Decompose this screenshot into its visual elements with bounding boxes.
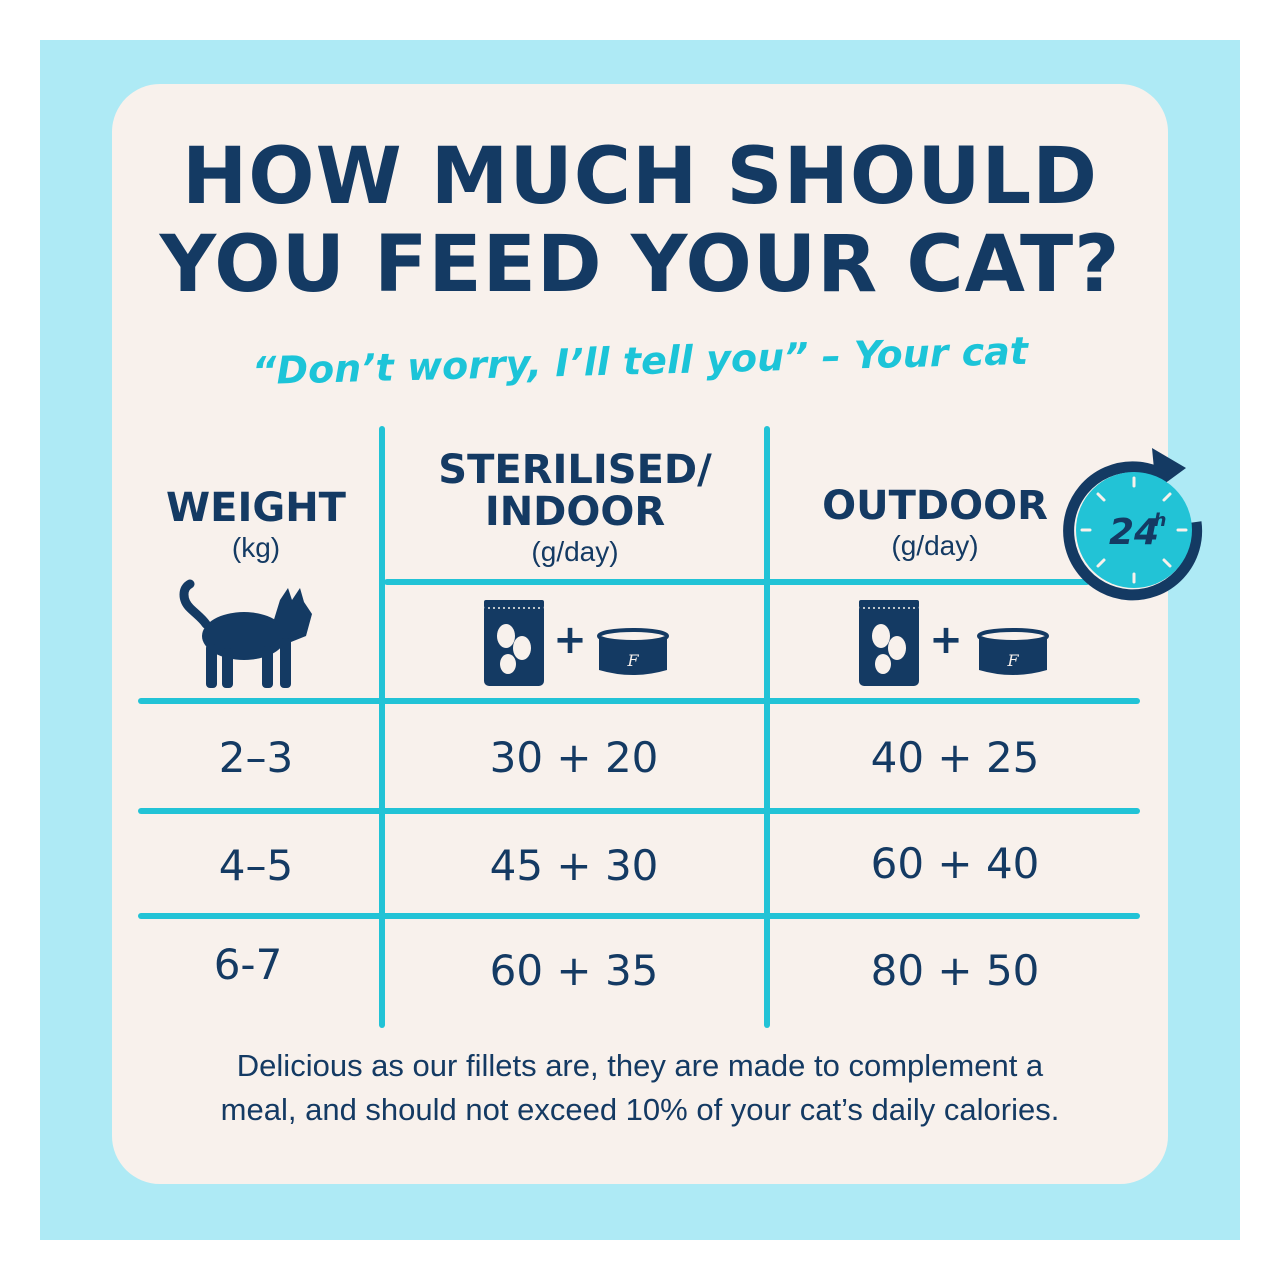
title-line-1: HOW MUCH SHOULD [182, 132, 1098, 222]
cat-silhouette-icon [179, 579, 312, 688]
row-1-indoor: 30 + 20 [489, 733, 659, 782]
divider-vertical-2 [764, 426, 770, 1028]
divider-vertical-1 [379, 426, 385, 1028]
row-3-weight: 6-7 [213, 940, 283, 989]
divider-row-2 [138, 808, 1140, 814]
row-3-indoor: 60 + 35 [489, 946, 659, 995]
food-bag-icon [484, 600, 544, 686]
header-weight-unit: (kg) [231, 532, 281, 563]
footnote-line-1: Delicious as our fillets are, they are m… [236, 1048, 1044, 1083]
food-bag-icon [859, 600, 919, 686]
food-can-icon: F [597, 628, 669, 675]
can-letter: F [1006, 651, 1019, 670]
clock-label-sup: h [1154, 510, 1167, 531]
header-outdoor: OUTDOOR [822, 483, 1048, 529]
row-2-outdoor: 60 + 40 [870, 839, 1040, 888]
row-1-weight: 2–3 [218, 733, 294, 782]
food-can-icon: F [977, 628, 1049, 675]
header-indoor-line-2: INDOOR [484, 489, 666, 535]
plus-sign: + [929, 617, 963, 663]
divider-header [384, 579, 1090, 585]
header-outdoor-unit: (g/day) [891, 530, 979, 561]
clock-label: 24 [1109, 512, 1159, 553]
divider-row-3 [138, 913, 1140, 919]
row-2-weight: 4–5 [218, 841, 294, 890]
can-letter: F [626, 651, 639, 670]
footnote-line-2: meal, and should not exceed 10% of your … [220, 1092, 1060, 1127]
divider-row-1 [138, 698, 1140, 704]
plus-sign: + [553, 617, 587, 663]
row-3-outdoor: 80 + 50 [870, 946, 1040, 995]
24h-clock-icon: 24 h [1063, 448, 1203, 601]
title-line-2: YOU FEED YOUR CAT? [159, 220, 1121, 310]
row-1-outdoor: 40 + 25 [870, 733, 1040, 782]
footnote: Delicious as our fillets are, they are m… [112, 1044, 1168, 1132]
header-indoor-line-1: STERILISED/ [438, 447, 712, 493]
header-weight: WEIGHT [166, 485, 346, 531]
header-indoor-unit: (g/day) [531, 536, 619, 567]
row-2-indoor: 45 + 30 [489, 841, 659, 890]
